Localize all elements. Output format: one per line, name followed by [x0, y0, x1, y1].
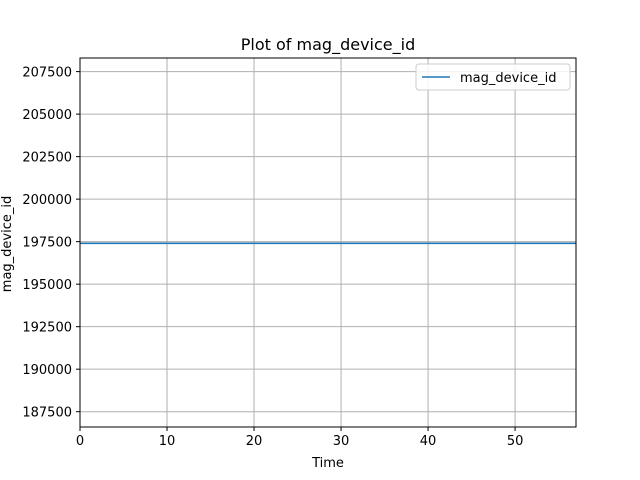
y-tick-label: 205000 — [22, 108, 72, 123]
y-axis-ticks: 187500 190000 192500 195000 197500 200000 2025… — [22, 66, 80, 421]
y-tick-label: 207500 — [22, 66, 72, 81]
plot-area — [80, 58, 576, 427]
chart-title: Plot of mag_device_id — [241, 35, 415, 55]
grid-lines — [79, 58, 576, 427]
legend: mag_device_id — [415, 63, 571, 91]
y-tick-label: 197500 — [22, 236, 72, 251]
plot-frame — [79, 57, 577, 428]
x-axis-ticks: 0 10 20 30 40 50 — [76, 427, 524, 449]
x-axis-label: Time — [311, 456, 344, 471]
x-tick-label: 0 — [76, 434, 84, 449]
x-tick-label: 30 — [333, 434, 350, 449]
x-tick-label: 20 — [246, 434, 263, 449]
x-tick-label: 40 — [420, 434, 437, 449]
y-tick-label: 195000 — [22, 278, 72, 293]
y-tick-label: 202500 — [22, 151, 72, 166]
x-tick-label: 10 — [159, 434, 176, 449]
y-tick-label: 192500 — [22, 321, 72, 336]
y-tick-label: 190000 — [22, 363, 72, 378]
y-axis-label: mag_device_id — [0, 196, 15, 292]
legend-label: mag_device_id — [460, 71, 556, 86]
x-tick-label: 50 — [507, 434, 524, 449]
y-tick-label: 200000 — [22, 193, 72, 208]
legend-box — [415, 63, 571, 91]
y-tick-label: 187500 — [22, 406, 72, 421]
